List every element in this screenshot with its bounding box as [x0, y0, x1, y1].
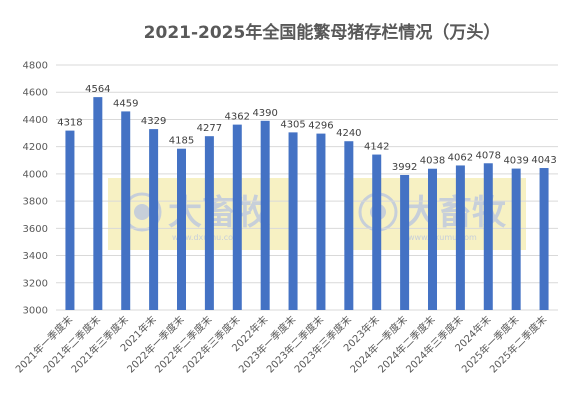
data-label: 4038: [420, 156, 445, 167]
bar: [344, 141, 354, 310]
data-label: 3992: [392, 162, 417, 173]
bar: [65, 130, 75, 310]
data-label: 4185: [169, 136, 194, 147]
bar: [149, 129, 159, 310]
bar: [455, 165, 465, 310]
y-tick-label: 3000: [23, 306, 48, 317]
bar: [288, 132, 298, 310]
bar: [483, 163, 493, 310]
y-tick-label: 4000: [23, 169, 48, 180]
bars: [65, 97, 549, 311]
data-label: 4362: [225, 112, 250, 123]
watermark-url: www.dxumu.com: [408, 233, 477, 242]
y-tick-label: 4600: [23, 88, 48, 99]
data-label: 4277: [197, 123, 222, 134]
data-label: 4390: [252, 108, 277, 119]
data-label: 4564: [85, 84, 110, 95]
data-label: 4305: [280, 119, 305, 130]
data-label: 4329: [141, 116, 166, 127]
data-label: 4142: [364, 142, 389, 153]
y-tick-label: 4200: [23, 142, 48, 153]
data-label: 4296: [308, 121, 333, 132]
y-tick-label: 3200: [23, 278, 48, 289]
y-tick-label: 3600: [23, 224, 48, 235]
bar: [204, 136, 214, 310]
bar: [372, 154, 382, 310]
bar: [93, 97, 103, 310]
bar: [260, 120, 270, 310]
bar: [400, 174, 410, 310]
y-tick-label: 3400: [23, 251, 48, 262]
y-axis-ticks: 3000 3200 3400 3600 3800 4000 4200 4400 4600 4800: [23, 61, 48, 317]
gridlines: [56, 64, 558, 311]
y-tick-label: 3800: [23, 197, 48, 208]
bar: [121, 111, 131, 311]
data-label: 4240: [336, 128, 361, 139]
bar: [232, 124, 242, 310]
y-tick-label: 4400: [23, 115, 48, 126]
bar: [316, 133, 326, 310]
data-label: 4078: [476, 150, 501, 161]
data-label: 4062: [448, 152, 473, 163]
bar: [539, 168, 549, 310]
bar: [428, 168, 437, 310]
data-label: 4039: [503, 156, 528, 167]
chart-title: 2021-2025年全国能繁母猪存栏情况（万头）: [144, 22, 501, 43]
y-tick-label: 4800: [23, 61, 48, 72]
bar: [511, 168, 521, 310]
watermark-logo-dot: [134, 204, 150, 220]
data-label: 4318: [57, 118, 82, 129]
data-label: 4043: [531, 155, 556, 166]
x-axis-ticks: 2021年一季度末2021年二季度末2021年三季度末2021年末2022年一季…: [13, 313, 550, 376]
data-label: 4459: [113, 98, 138, 109]
bar: [177, 148, 186, 310]
